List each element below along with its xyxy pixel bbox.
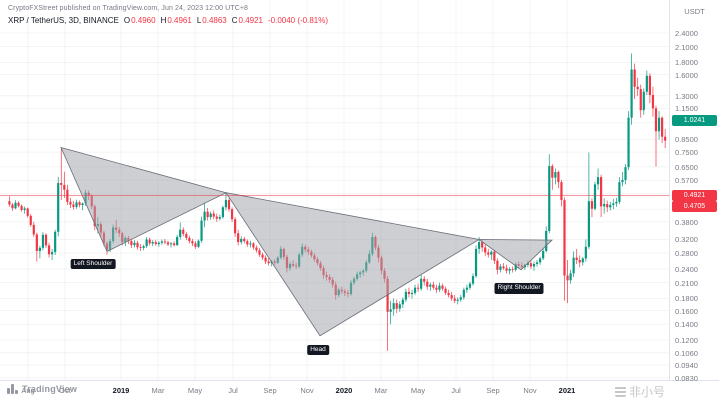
ohlc-open: O 0.4960 bbox=[124, 16, 156, 25]
price-axis-label: 1.8000 bbox=[675, 58, 698, 68]
time-axis-month-label: Sep bbox=[263, 386, 277, 395]
price-axis-label: 1.3000 bbox=[675, 91, 698, 101]
ohlc-open-value: 0.4960 bbox=[131, 16, 156, 25]
time-axis-year-label: 2019 bbox=[112, 386, 130, 395]
price-axis-label: 2.4000 bbox=[675, 28, 698, 38]
price-axis-label: 0.2800 bbox=[675, 249, 698, 259]
ohlc-open-label: O bbox=[123, 16, 131, 25]
time-axis-month-label: May bbox=[410, 386, 426, 395]
price-axis-unit: USDT bbox=[684, 7, 705, 16]
teal-price-tag: 1.0241 bbox=[672, 114, 717, 126]
time-axis-month-label: Nov bbox=[523, 386, 537, 395]
site-watermark: 非小号 bbox=[614, 383, 665, 400]
time-axis[interactable]: Aug Oct 2019 Mar May Jul Sep Nov 2020 Mar May Jul Se… bbox=[0, 380, 719, 400]
ohlc-high: H 0.4961 bbox=[161, 16, 192, 25]
price-axis-label: 0.1800 bbox=[675, 294, 698, 304]
price-axis-label: 0.1060 bbox=[675, 348, 698, 358]
price-axis-label: 0.5700 bbox=[675, 176, 698, 186]
symbol-title[interactable]: XRP / TetherUS, 3D, BINANCE bbox=[8, 16, 119, 25]
price-axis-label: 0.0830 bbox=[675, 373, 698, 383]
ohlc-close-label: C bbox=[231, 16, 238, 25]
pattern-label-right-shoulder: Right Shoulder bbox=[494, 283, 544, 294]
time-axis-month-label: Jul bbox=[451, 386, 461, 395]
price-axis-label: 0.1400 bbox=[675, 320, 698, 330]
head-and-shoulders-drawing[interactable] bbox=[60, 146, 553, 337]
tradingview-logo[interactable]: TradingView bbox=[7, 384, 77, 394]
tradingview-logo-text: TradingView bbox=[22, 384, 78, 394]
last-price-tag: 0.4921 bbox=[672, 189, 717, 201]
change-value: -0.0040 (-0.81%) bbox=[267, 16, 329, 25]
price-axis-label: 1.1500 bbox=[675, 104, 698, 114]
time-axis-month-label: Jul bbox=[228, 386, 238, 395]
time-axis-year-label: 2020 bbox=[335, 386, 353, 395]
time-axis-month-label: Oct bbox=[59, 386, 71, 395]
price-axis-label: 0.6500 bbox=[675, 162, 698, 172]
price-chart-canvas[interactable] bbox=[0, 0, 669, 380]
price-axis-label: 0.1200 bbox=[675, 336, 698, 346]
price-axis-label: 1.6000 bbox=[675, 70, 698, 80]
time-axis-year-label: 2021 bbox=[558, 386, 576, 395]
price-axis-label: 0.3200 bbox=[675, 235, 698, 245]
pattern-label-head: Head bbox=[307, 344, 329, 356]
price-axis-label: 0.3800 bbox=[675, 217, 698, 227]
ohlc-high-label: H bbox=[160, 16, 167, 25]
watermark-text: 非小号 bbox=[628, 385, 665, 399]
pattern-label-left-shoulder: Left Shoulder bbox=[70, 258, 116, 270]
time-axis-month-label: May bbox=[187, 386, 203, 395]
price-axis[interactable]: USDT 2.4000 2.1000 1.8000 1.6000 1.3000 1.150… bbox=[669, 0, 719, 383]
time-axis-month-label: Aug bbox=[21, 386, 35, 395]
ohlc-close: C 0.4921 bbox=[232, 16, 263, 25]
price-axis-label: 0.8500 bbox=[675, 135, 698, 145]
price-axis-label: 0.2100 bbox=[675, 278, 698, 288]
symbol-row: XRP / TetherUS, 3D, BINANCE O 0.4960 H 0.4… bbox=[8, 16, 328, 25]
ohlc-low: L 0.4863 bbox=[197, 16, 227, 25]
secondary-price-tag: 0.4705 bbox=[672, 201, 717, 213]
price-axis-label: 0.0940 bbox=[675, 361, 698, 371]
ohlc-low-value: 0.4863 bbox=[202, 16, 227, 25]
ohlc-high-value: 0.4961 bbox=[167, 16, 192, 25]
chart-header: CryptoFXStreet published on TradingView.… bbox=[8, 5, 328, 25]
watermark-icon bbox=[614, 386, 626, 397]
time-axis-month-label: Sep bbox=[486, 386, 500, 395]
ohlc-low-label: L bbox=[196, 16, 202, 25]
time-axis-month-label: Nov bbox=[300, 386, 314, 395]
price-axis-label: 2.1000 bbox=[675, 42, 698, 52]
ohlc-close-value: 0.4921 bbox=[238, 16, 263, 25]
attribution-text: CryptoFXStreet published on TradingView.… bbox=[8, 5, 249, 12]
price-axis-label: 0.1600 bbox=[675, 306, 698, 316]
price-axis-label: 0.2400 bbox=[675, 264, 698, 274]
time-axis-month-label: Mar bbox=[151, 386, 165, 395]
price-axis-label: 0.7500 bbox=[675, 148, 698, 158]
tradingview-logo-icon bbox=[7, 384, 18, 394]
time-axis-month-label: Mar bbox=[374, 386, 388, 395]
